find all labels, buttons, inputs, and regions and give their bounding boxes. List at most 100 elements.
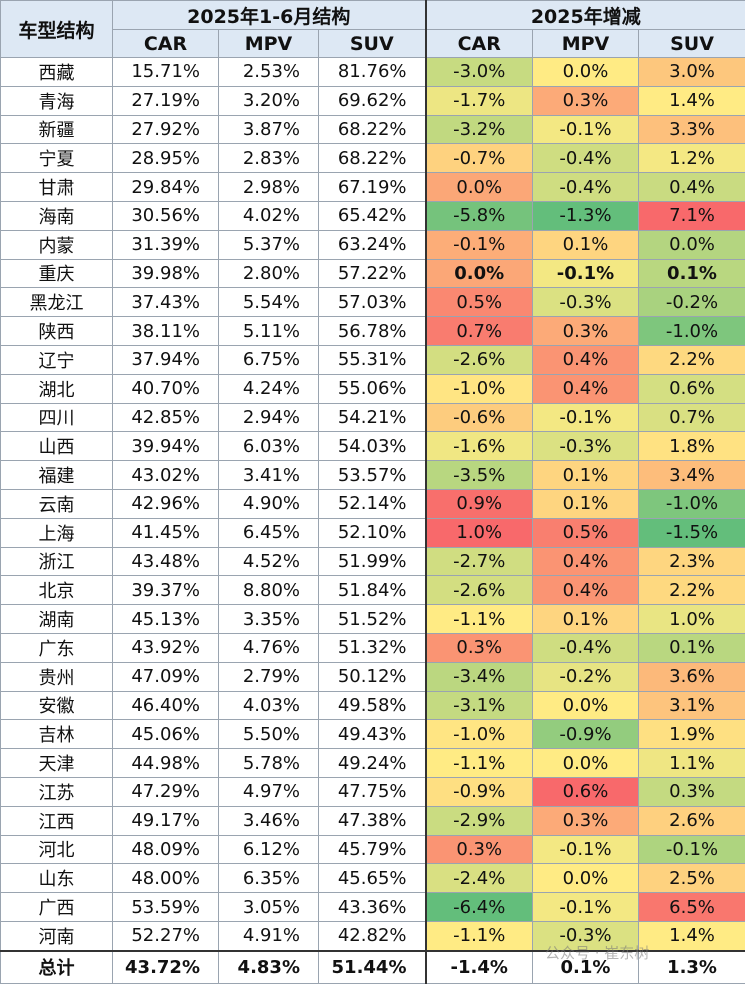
table-cell: 42.82%	[319, 921, 426, 950]
table-cell: 4.91%	[219, 921, 319, 950]
table-cell: 3.6%	[639, 662, 745, 691]
table-cell: -0.4%	[533, 144, 639, 173]
table-cell: 55.06%	[319, 374, 426, 403]
table-cell: 51.99%	[319, 547, 426, 576]
table-cell: -3.4%	[426, 662, 533, 691]
table-cell: -1.0%	[639, 489, 745, 518]
table-cell: 1.0%	[639, 605, 745, 634]
table-cell: 4.83%	[219, 951, 319, 984]
table-cell: -1.6%	[426, 432, 533, 461]
table-cell: 0.7%	[639, 403, 745, 432]
column-header: CAR	[113, 30, 219, 58]
table-cell: 53.57%	[319, 461, 426, 490]
table-cell: 2.83%	[219, 144, 319, 173]
table-cell: 湖南	[1, 605, 113, 634]
table-cell: 云南	[1, 489, 113, 518]
table-cell: -2.6%	[426, 576, 533, 605]
table-cell: 0.3%	[639, 777, 745, 806]
table-cell: 0.0%	[533, 691, 639, 720]
table-cell: 43.92%	[113, 633, 219, 662]
table-cell: 2.5%	[639, 864, 745, 893]
table-cell: 55.31%	[319, 345, 426, 374]
table-cell: 45.13%	[113, 605, 219, 634]
table-cell: 广东	[1, 633, 113, 662]
table-cell: 39.94%	[113, 432, 219, 461]
table-cell: 45.06%	[113, 720, 219, 749]
table-cell: 1.3%	[639, 951, 745, 984]
table-cell: 27.92%	[113, 115, 219, 144]
table-cell: 6.35%	[219, 864, 319, 893]
table-cell: 0.0%	[533, 864, 639, 893]
table-cell: 江苏	[1, 777, 113, 806]
table-cell: 49.43%	[319, 720, 426, 749]
table-cell: 15.71%	[113, 58, 219, 87]
table-cell: 37.94%	[113, 345, 219, 374]
table-cell: 5.54%	[219, 288, 319, 317]
table-cell: 49.24%	[319, 749, 426, 778]
table-cell: 38.11%	[113, 317, 219, 346]
table-cell: -3.2%	[426, 115, 533, 144]
table-cell: 68.22%	[319, 144, 426, 173]
table-cell: 40.70%	[113, 374, 219, 403]
corner-header: 车型结构	[1, 1, 113, 58]
table-cell: 51.32%	[319, 633, 426, 662]
table-cell: 4.03%	[219, 691, 319, 720]
table-cell: 47.38%	[319, 806, 426, 835]
table-cell: 57.03%	[319, 288, 426, 317]
table-cell: 福建	[1, 461, 113, 490]
table-cell: 5.78%	[219, 749, 319, 778]
table-cell: 52.10%	[319, 518, 426, 547]
table-cell: 3.4%	[639, 461, 745, 490]
table-cell: 0.4%	[639, 173, 745, 202]
table-cell: 6.75%	[219, 345, 319, 374]
table-cell: 2.79%	[219, 662, 319, 691]
table-cell: -0.1%	[426, 230, 533, 259]
table-cell: 湖北	[1, 374, 113, 403]
table-cell: 4.97%	[219, 777, 319, 806]
table-cell: 0.3%	[426, 835, 533, 864]
table-cell: 青海	[1, 86, 113, 115]
table-cell: 4.02%	[219, 201, 319, 230]
table-cell: 0.9%	[426, 489, 533, 518]
column-header: MPV	[533, 30, 639, 58]
table-cell: 2.3%	[639, 547, 745, 576]
table-cell: 39.37%	[113, 576, 219, 605]
table-cell: 2.2%	[639, 345, 745, 374]
table-cell: 3.3%	[639, 115, 745, 144]
watermark: 公众号 · 崔东树	[545, 942, 649, 963]
table-cell: 41.45%	[113, 518, 219, 547]
table-cell: 四川	[1, 403, 113, 432]
table-cell: 2.98%	[219, 173, 319, 202]
table-cell: 29.84%	[113, 173, 219, 202]
table-cell: 47.75%	[319, 777, 426, 806]
group-header: 2025年增减	[426, 1, 745, 30]
table-cell: 北京	[1, 576, 113, 605]
table-cell: -0.1%	[533, 835, 639, 864]
table-cell: 4.76%	[219, 633, 319, 662]
table-cell: 0.5%	[533, 518, 639, 547]
table-cell: 4.52%	[219, 547, 319, 576]
table-cell: 8.80%	[219, 576, 319, 605]
table-cell: 0.1%	[533, 489, 639, 518]
table-cell: 2.80%	[219, 259, 319, 288]
table-cell: -0.9%	[533, 720, 639, 749]
table-cell: 山东	[1, 864, 113, 893]
table-cell: -0.9%	[426, 777, 533, 806]
table-cell: 重庆	[1, 259, 113, 288]
table-cell: -1.0%	[426, 720, 533, 749]
table-cell: 0.3%	[533, 86, 639, 115]
table-cell: 1.9%	[639, 720, 745, 749]
table-cell: 69.62%	[319, 86, 426, 115]
table-cell: -5.8%	[426, 201, 533, 230]
